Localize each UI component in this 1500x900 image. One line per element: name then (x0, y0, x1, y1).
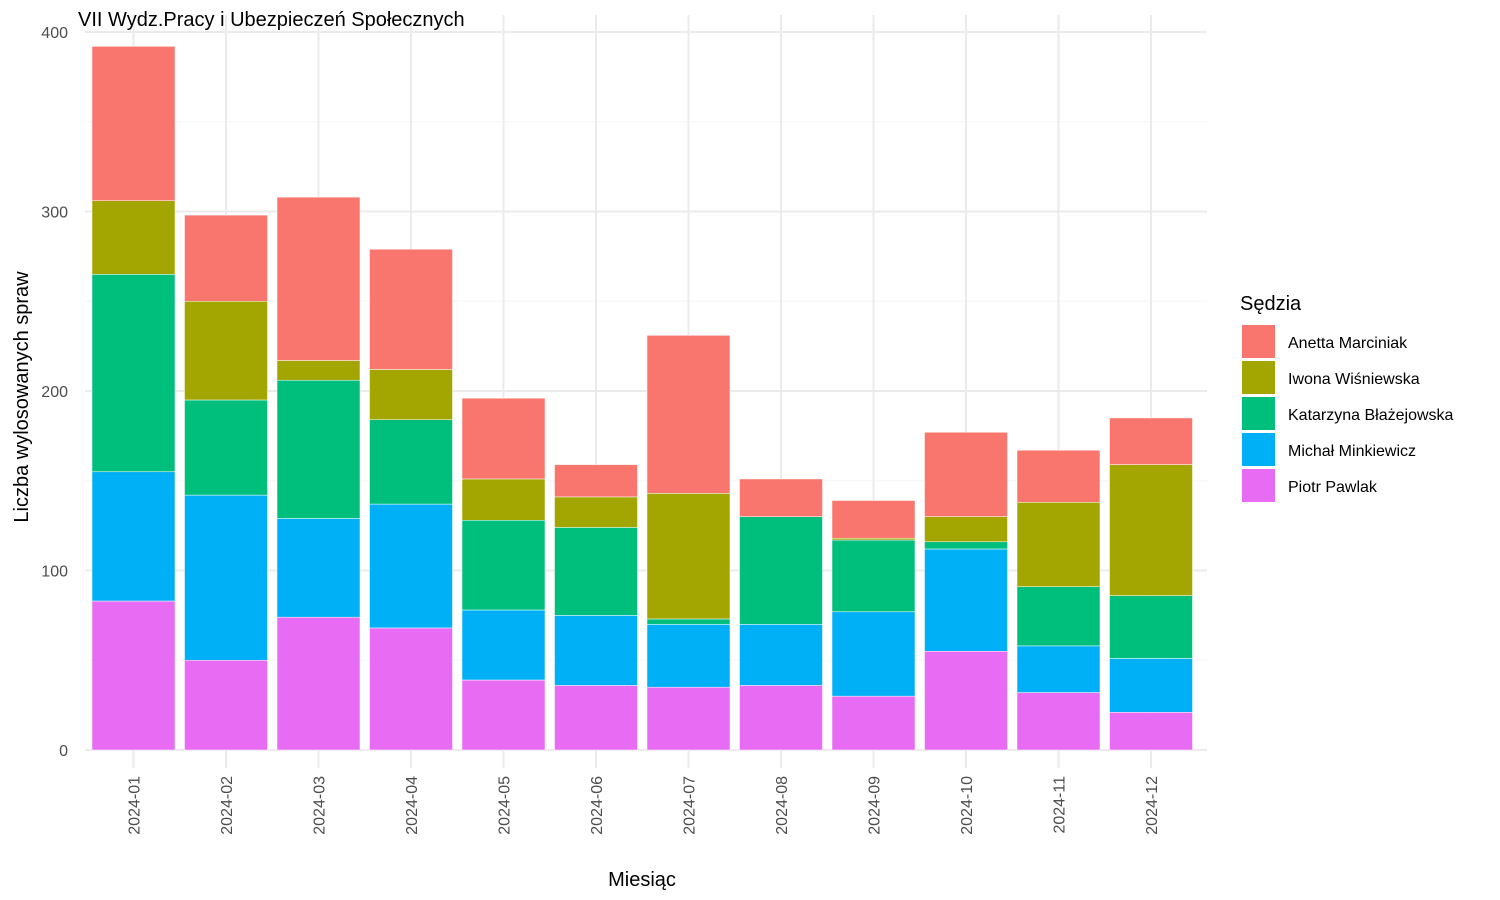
bar-segment (1109, 417, 1193, 465)
bar-segment (924, 651, 1008, 751)
x-tick-label: 2024-11 (1052, 776, 1069, 834)
x-tick-label: 2024-02 (219, 776, 236, 835)
bar-segment (184, 301, 268, 401)
bar-segment (91, 471, 176, 602)
legend-key (1242, 361, 1275, 394)
x-tick-label: 2024-01 (127, 776, 144, 835)
y-tick-label: 200 (41, 384, 68, 401)
bar-segment (369, 419, 453, 505)
bar-segment (276, 518, 361, 618)
x-tick-label: 2024-12 (1144, 776, 1161, 835)
bar-segment (646, 493, 731, 620)
bar-segment (461, 609, 546, 681)
bar-segment (1016, 449, 1101, 503)
bar-segment (91, 274, 176, 473)
x-tick-label: 2024-07 (682, 776, 699, 835)
bar-segment (646, 335, 731, 494)
bar-segment (554, 615, 638, 686)
bar-segment (1109, 658, 1193, 713)
bar-segment (184, 399, 268, 496)
bar-segment (1016, 502, 1101, 587)
x-tick-label: 2024-08 (774, 776, 791, 835)
bar-segment (1016, 692, 1101, 751)
x-tick-label: 2024-04 (404, 776, 421, 835)
bar-segment (184, 214, 268, 302)
bar-segment (831, 695, 916, 751)
legend-label: Anetta Marciniak (1288, 335, 1408, 352)
bar-segment (739, 685, 823, 751)
legend-key (1242, 397, 1275, 430)
y-tick-label: 300 (41, 205, 68, 222)
bar-segment (276, 196, 361, 361)
y-axis-title: Liczba wylosowanych spraw (11, 271, 33, 523)
bar-segment (924, 432, 1008, 517)
legend-label: Iwona Wiśniewska (1288, 371, 1420, 388)
x-tick-label: 2024-09 (867, 776, 884, 835)
bar-segment (831, 500, 916, 539)
chart-title: VII Wydz.Pracy i Ubezpieczeń Społecznych (78, 9, 465, 31)
bar-segment (554, 527, 638, 616)
bar-segment (1109, 712, 1193, 751)
bar-segment (646, 618, 731, 625)
y-axis-ticks: 0 100 200 300 400 (41, 25, 68, 760)
y-tick-label: 100 (41, 564, 68, 581)
bar-segment (1016, 645, 1101, 693)
bar-segment (276, 360, 361, 381)
bar-segment (369, 503, 453, 629)
bar-segment (276, 616, 361, 751)
bar-segment (924, 541, 1008, 550)
x-axis-title: Miesiąc (608, 869, 676, 891)
y-tick-label: 0 (59, 743, 68, 760)
bar-segment (184, 494, 268, 661)
bars (91, 46, 1193, 751)
bar-segment (91, 600, 176, 751)
bar-segment (924, 516, 1008, 543)
legend-label: Piotr Pawlak (1288, 479, 1378, 496)
bar-segment (461, 519, 546, 611)
bar-segment (739, 624, 823, 686)
bar-segment (461, 478, 546, 521)
legend-key (1242, 325, 1275, 358)
bar-segment (554, 496, 638, 528)
bar-segment (1109, 464, 1193, 596)
bar-segment (1109, 595, 1193, 659)
legend-key (1242, 433, 1275, 466)
bar-segment (831, 539, 916, 613)
legend-title: Sędzia (1240, 293, 1302, 315)
bar-segment (554, 685, 638, 751)
bar-segment (461, 397, 546, 480)
bar-segment (831, 537, 916, 541)
legend: Sędzia Anetta Marciniak Iwona Wiśniewska K… (1240, 293, 1454, 502)
bar-segment (831, 611, 916, 697)
bar-segment (276, 379, 361, 519)
bar-segment (91, 200, 176, 275)
legend-key (1242, 469, 1275, 502)
legend-label: Michał Minkiewicz (1288, 443, 1416, 460)
legend-label: Katarzyna Błażejowska (1288, 407, 1454, 424)
x-axis-ticks: 2024-01 2024-02 2024-03 2024-04 2024-05 2024-… (127, 776, 1162, 835)
bar-segment (91, 46, 176, 201)
bar-segment (739, 478, 823, 517)
x-tick-label: 2024-05 (497, 776, 514, 835)
y-tick-label: 400 (41, 25, 68, 42)
bar-segment (646, 686, 731, 751)
bar-segment (646, 624, 731, 688)
bar-segment (924, 548, 1008, 652)
bar-segment (739, 516, 823, 625)
x-tick-label: 2024-06 (589, 776, 606, 835)
bar-segment (1016, 586, 1101, 647)
x-tick-label: 2024-10 (959, 776, 976, 835)
bar-segment (554, 464, 638, 498)
bar-segment (369, 248, 453, 370)
bar-segment (184, 660, 268, 751)
bar-segment (369, 369, 453, 420)
bar-segment (369, 627, 453, 751)
bar-segment (461, 679, 546, 751)
x-tick-label: 2024-03 (312, 776, 329, 835)
